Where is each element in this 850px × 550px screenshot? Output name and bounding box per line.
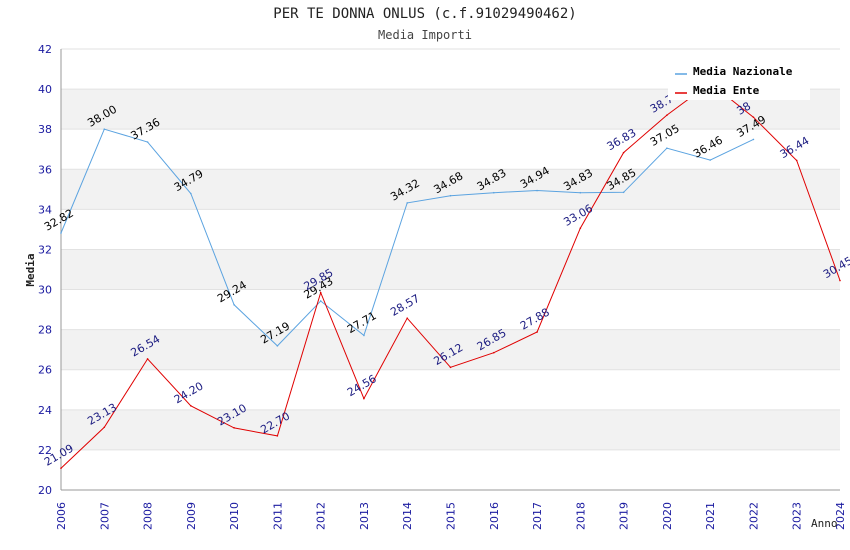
y-tick-label: 42	[38, 43, 52, 56]
y-tick-label: 40	[38, 83, 52, 96]
data-point	[276, 435, 279, 437]
data-point	[839, 279, 841, 282]
data-point	[536, 331, 538, 333]
data-point	[276, 345, 279, 347]
x-tick-label: 2009	[185, 502, 198, 530]
y-tick-label: 26	[38, 364, 52, 377]
data-point	[622, 151, 625, 154]
x-tick-label: 2021	[704, 502, 717, 530]
y-tick-label: 22	[38, 444, 52, 457]
x-tick-label: 2008	[142, 502, 155, 530]
x-tick-label: 2012	[315, 502, 328, 530]
data-point	[233, 427, 235, 429]
x-tick-labels: 2006 2007 2008 2009 2010 2011 2012 2013 2014 2015…	[55, 502, 847, 530]
y-axis-label: Media	[24, 253, 37, 286]
y-tick-label: 36	[38, 163, 52, 176]
data-point	[406, 202, 409, 204]
data-point	[190, 405, 192, 407]
x-tick-label: 2007	[98, 502, 111, 530]
data-point	[103, 128, 106, 130]
chart-title: PER TE DONNA ONLUS (c.f.91029490462)	[273, 6, 576, 22]
grid-bands	[61, 89, 840, 450]
y-tick-label: 24	[38, 404, 52, 417]
x-tick-label: 2006	[55, 502, 68, 530]
data-point	[406, 317, 409, 320]
data-point	[709, 159, 711, 161]
data-point	[319, 291, 322, 294]
x-tick-label: 2010	[228, 502, 241, 530]
data-point	[449, 366, 452, 369]
legend-label-media-ente: Media Ente	[693, 84, 760, 97]
data-point	[60, 232, 62, 234]
data-point	[752, 116, 755, 118]
x-tick-label: 2013	[358, 502, 371, 530]
data-point	[666, 147, 668, 150]
x-tick-label: 2017	[531, 502, 544, 530]
grid-lines	[61, 48, 840, 451]
y-tick-label: 32	[38, 243, 52, 256]
y-tick-label: 20	[38, 484, 52, 497]
data-point	[233, 303, 235, 306]
data-point	[492, 351, 495, 354]
legend-label-media-nazionale: Media Nazionale	[693, 65, 793, 78]
data-point	[190, 192, 192, 195]
grid-band	[61, 249, 840, 290]
data-point	[795, 159, 798, 162]
grid-band	[61, 329, 840, 370]
data-point	[579, 227, 582, 230]
data-point	[752, 138, 755, 141]
y-tick-label: 34	[38, 203, 52, 216]
data-point	[319, 300, 322, 302]
y-tick-label: 38	[38, 123, 52, 136]
data-point	[579, 191, 582, 194]
y-tick-label: 28	[38, 324, 52, 337]
grid-band	[61, 169, 840, 210]
data-point	[666, 114, 668, 116]
data-point	[449, 194, 452, 197]
y-tick-label: 30	[38, 284, 52, 297]
data-point	[622, 191, 625, 194]
y-tick-labels: 20 22 24 26 28 30 32 34 36 38 40 42	[38, 43, 52, 497]
legend-box	[668, 60, 810, 100]
chart-subtitle: Media Importi	[378, 28, 472, 42]
x-tick-label: 2019	[618, 502, 631, 530]
data-point	[363, 334, 365, 337]
x-tick-label: 2011	[271, 502, 284, 530]
data-point	[60, 467, 62, 469]
x-tick-label: 2023	[791, 502, 804, 530]
x-tick-label: 2014	[401, 502, 414, 530]
data-label: 38	[734, 99, 753, 117]
data-point	[492, 191, 495, 194]
x-tick-label: 2020	[661, 502, 674, 530]
data-point	[103, 426, 106, 429]
x-tick-label: 2018	[574, 502, 587, 530]
data-point	[536, 189, 538, 192]
data-point	[146, 358, 149, 360]
x-axis-label: Anno	[811, 517, 838, 530]
grid-band	[61, 409, 840, 450]
x-tick-label: 2022	[747, 502, 760, 530]
x-tick-label: 2016	[488, 502, 501, 530]
data-point	[146, 141, 149, 143]
x-tick-label: 2024	[834, 502, 847, 530]
x-tick-label: 2015	[445, 502, 458, 530]
data-point	[363, 397, 365, 400]
legend: Media Nazionale Media Ente	[668, 60, 810, 100]
